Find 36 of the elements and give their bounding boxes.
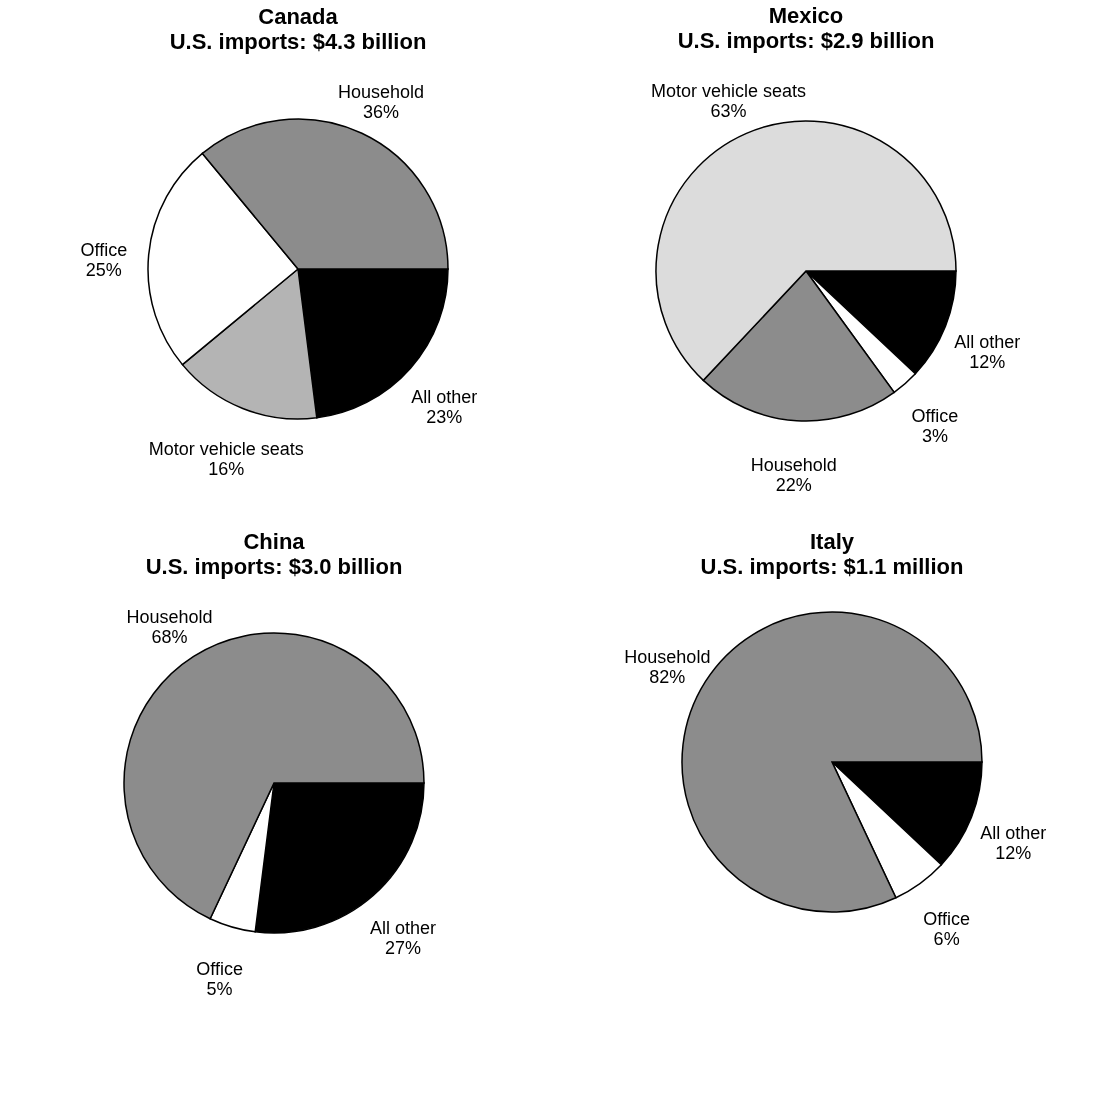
data-label: 82%: [649, 666, 686, 687]
data-label: 36%: [362, 101, 399, 122]
chart-subtitle: U.S. imports: $2.9 billion: [677, 28, 934, 54]
chart-title: Mexico: [768, 3, 843, 29]
data-label: 63%: [710, 101, 747, 122]
chart-title: China: [243, 529, 306, 555]
data-label: 68%: [151, 627, 188, 648]
chart-subtitle: U.S. imports: $3.0 billion: [145, 554, 403, 580]
slice-label: All other: [369, 918, 436, 939]
slice-label: Motor vehicle seats: [148, 439, 304, 460]
slice-label: Household: [750, 454, 837, 475]
slice-label: Office: [80, 239, 127, 260]
chart-subtitle: U.S. imports: $4.3 billion: [169, 28, 426, 54]
slice-label: Motor vehicle seats: [650, 81, 806, 102]
slice-label: Office: [196, 959, 243, 980]
slice-label: Household: [624, 646, 711, 667]
data-label: 5%: [206, 979, 233, 1000]
slice-label: Household: [126, 607, 213, 628]
slice-label: Office: [923, 908, 970, 929]
data-label: 3%: [921, 426, 948, 447]
data-label: 12%: [995, 842, 1032, 863]
data-label: 25%: [85, 259, 122, 280]
chart-title: Canada: [257, 3, 338, 29]
data-label: 22%: [775, 474, 812, 495]
data-label: 27%: [384, 938, 421, 959]
chart-subtitle: U.S. imports: $1.1 million: [700, 554, 964, 579]
chart-title: Italy: [809, 529, 855, 554]
data-label: 23%: [425, 406, 462, 427]
slice-label: All other: [953, 331, 1020, 352]
slice-label: All other: [410, 386, 477, 407]
slice-label: Household: [337, 81, 424, 102]
data-label: 12%: [968, 351, 1005, 372]
slice-label: All other: [980, 822, 1047, 843]
slice-label: Office: [911, 406, 958, 427]
data-label: 16%: [207, 459, 244, 480]
data-label: 6%: [933, 928, 960, 949]
